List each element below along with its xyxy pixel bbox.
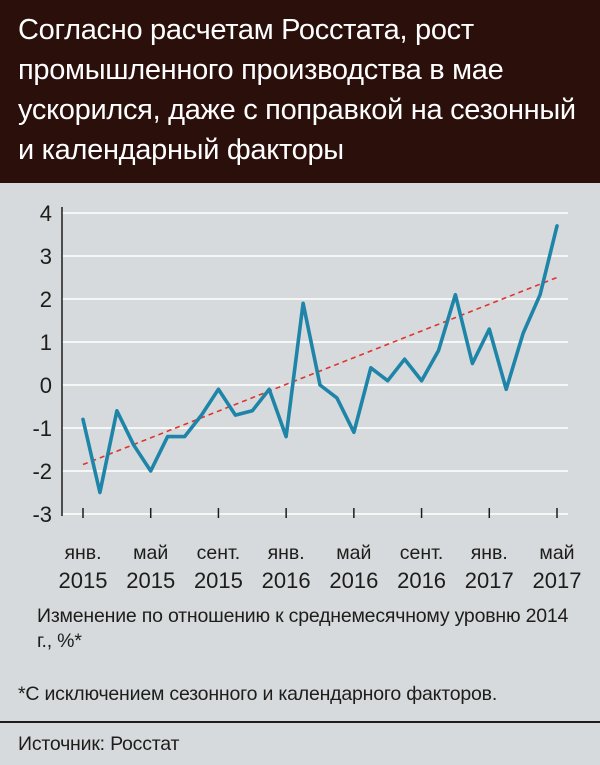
x-tick-year: 2015 <box>126 568 175 593</box>
x-tick-year: 2015 <box>59 568 108 593</box>
x-tick-year: 2017 <box>533 568 582 593</box>
x-tick-month: сент. <box>400 542 444 564</box>
y-tick-label: 4 <box>40 201 52 226</box>
source-note: Источник: Росстат <box>18 733 180 755</box>
divider <box>0 721 600 723</box>
y-tick-label: 0 <box>40 373 52 398</box>
x-tick-month: янв. <box>268 542 305 564</box>
x-tick-month: янв. <box>471 542 508 564</box>
y-tick-label: -1 <box>32 416 52 441</box>
footnote: *С исключением сезонного и календарного … <box>18 683 498 705</box>
y-tick-label: 1 <box>40 330 52 355</box>
x-tick-month: май <box>336 542 371 564</box>
x-tick-year: 2015 <box>194 568 243 593</box>
series-line <box>81 224 559 495</box>
x-tick-year: 2016 <box>397 568 446 593</box>
y-tick-label: 2 <box>40 287 52 312</box>
x-tick-year: 2017 <box>465 568 514 593</box>
x-tick-year: 2016 <box>329 568 378 593</box>
line-chart: 4 3 2 1 0 -1 -2 -3 янв. 2015 май 2015 сент. 2015 янв. 2… <box>32 201 582 593</box>
y-tick-label: -2 <box>32 459 52 484</box>
trend-line <box>82 276 558 466</box>
x-tick-month: май <box>133 542 168 564</box>
y-tick-label: -3 <box>32 502 52 527</box>
y-tick-label: 3 <box>40 244 52 269</box>
x-tick-month: янв. <box>64 542 101 564</box>
x-tick-month: сент. <box>197 542 241 564</box>
chart-caption: Изменение по отношению к среднемесячному… <box>37 605 569 652</box>
chart-title: Согласно расчетам Росстата, рост промышл… <box>18 14 576 166</box>
title-band: Согласно расчетам Росстата, рост промышл… <box>0 0 600 183</box>
x-tick-month: май <box>539 542 574 564</box>
x-tick-year: 2016 <box>262 568 311 593</box>
